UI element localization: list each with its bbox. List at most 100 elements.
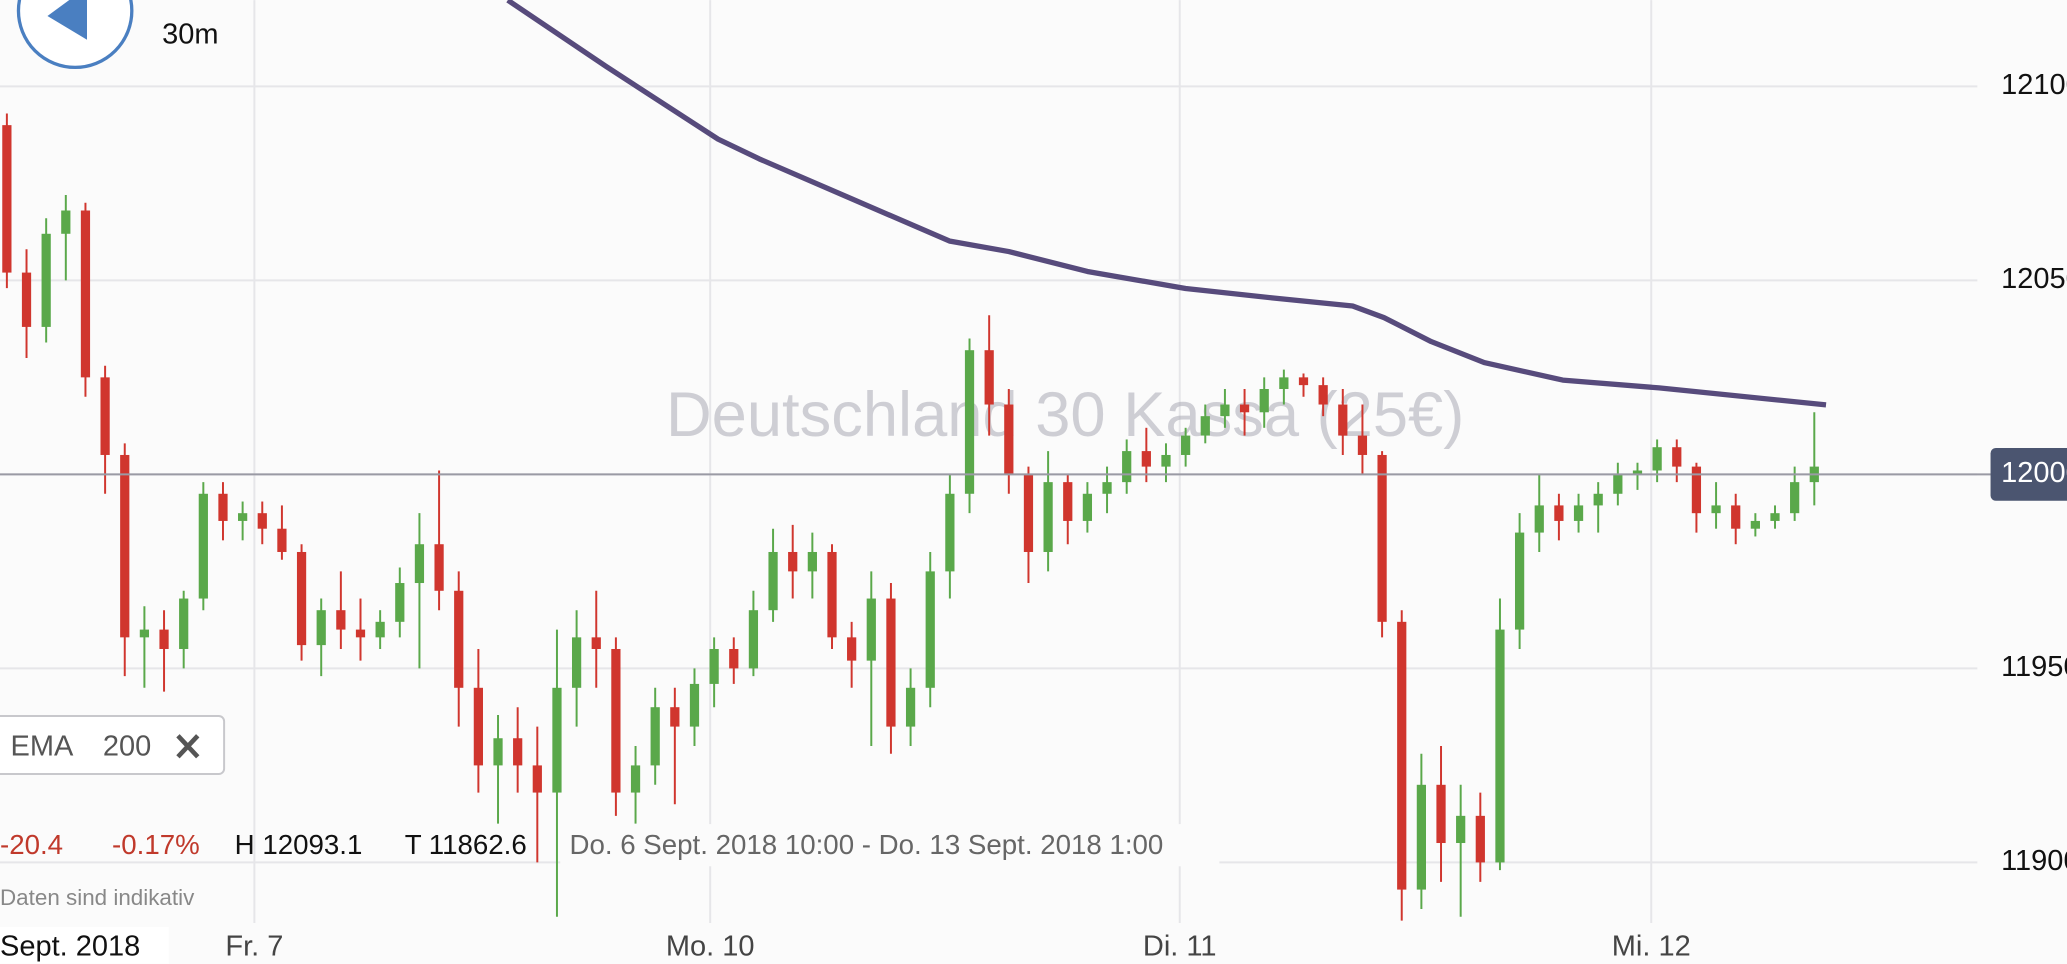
candle-body: [1063, 482, 1073, 521]
x-tick-label: Mo. 10: [666, 931, 755, 963]
candle-body: [650, 707, 660, 766]
candle-body: [866, 598, 876, 661]
disclaimer: Daten sind indikativ: [0, 885, 195, 910]
candle-body: [689, 683, 700, 727]
candle-body: [1122, 451, 1132, 483]
candle-body: [355, 629, 366, 638]
candle-body: [709, 648, 719, 684]
indicator-name: EMA: [11, 730, 75, 762]
candle-body: [513, 738, 523, 766]
candle-body: [198, 493, 208, 599]
candle-body: [179, 598, 189, 649]
candle-body: [257, 513, 267, 529]
candle-body: [768, 551, 778, 611]
candle-body: [41, 233, 51, 327]
marks: [0, 0, 1991, 921]
candle-body: [336, 610, 346, 630]
candle-body: [807, 551, 817, 572]
candle-body: [1338, 404, 1348, 436]
candle-body: [1770, 513, 1780, 521]
candle-body: [1534, 505, 1544, 533]
candle-body: [434, 544, 444, 591]
indicator-period: 200: [103, 730, 151, 762]
candle-body: [1495, 629, 1505, 863]
candle-body: [100, 377, 110, 455]
candle-body: [1554, 505, 1564, 521]
candle-body: [1514, 532, 1525, 630]
high: H 12093.1: [235, 829, 363, 860]
x-tick-label: Di. 11: [1143, 931, 1217, 963]
ema-line: [506, 0, 1827, 408]
candle-body: [414, 544, 425, 584]
change: -20.4: [0, 829, 63, 860]
candle-body: [925, 571, 935, 688]
indicator-chip[interactable]: [0, 715, 226, 775]
candle-body: [1023, 474, 1034, 552]
candle-body: [1750, 520, 1760, 529]
candle-body: [1691, 466, 1702, 514]
candle-body: [1239, 404, 1250, 413]
candle-body: [905, 687, 916, 727]
candle-body: [80, 210, 91, 378]
candle-body: [1279, 377, 1289, 390]
candle-body: [1141, 451, 1151, 467]
candle-body: [454, 590, 464, 688]
candle-body: [473, 687, 483, 766]
x-tick-label: Fr. 7: [225, 931, 283, 963]
candle-body: [886, 598, 896, 727]
candle-body: [1220, 404, 1230, 417]
candle-body: [21, 272, 32, 327]
candle-body: [120, 454, 130, 638]
candle-body: [316, 610, 326, 646]
candle-body: [1632, 470, 1643, 475]
candle-body: [1711, 505, 1721, 514]
price-badge-label: 12000: [2001, 457, 2067, 489]
candle-body: [1318, 385, 1328, 405]
candle-body: [630, 765, 641, 793]
candle-body: [984, 350, 994, 405]
candle-body: [238, 513, 248, 521]
candle-body: [1200, 416, 1210, 436]
back-button[interactable]: [16, 0, 134, 70]
candle-body: [1181, 435, 1191, 455]
low: T 11862.6: [405, 829, 527, 860]
candle-body: [1613, 474, 1623, 494]
candle-body: [571, 637, 582, 688]
candle-body: [1790, 482, 1800, 514]
interval-label[interactable]: 30m: [162, 18, 218, 50]
candle-body: [1082, 493, 1093, 521]
x-tick-label: Mi. 12: [1612, 931, 1691, 963]
candle-body: [788, 551, 798, 572]
candle-body: [218, 493, 228, 521]
candle-body: [552, 687, 562, 793]
candle-body: [827, 551, 837, 638]
candle-body: [296, 551, 307, 646]
candle-body: [1357, 435, 1368, 455]
candle-body: [1298, 377, 1309, 386]
change-pct: -0.17%: [112, 829, 200, 860]
candle-body: [1573, 505, 1584, 521]
candle-body: [139, 629, 150, 638]
candle-body: [1593, 493, 1603, 506]
candle-body: [748, 610, 759, 669]
candle-body: [1377, 454, 1387, 622]
candle-body: [1652, 447, 1662, 471]
candle-body: [1043, 482, 1053, 552]
candle-body: [2, 125, 12, 273]
candle-body: [61, 210, 71, 234]
candle-body: [1416, 784, 1426, 890]
candle-body: [1475, 815, 1485, 863]
candle-body: [1672, 447, 1682, 467]
remove-indicator[interactable]: [176, 734, 200, 759]
candle-body: [847, 637, 857, 661]
candle-body: [1259, 389, 1269, 413]
y-tick-label: 12100: [2001, 69, 2067, 101]
candle-body: [611, 648, 621, 793]
range-bg: [560, 824, 1220, 867]
candle-body: [375, 621, 385, 638]
candle-body: [945, 493, 955, 572]
candle-body: [729, 648, 739, 669]
candle-body: [670, 707, 680, 727]
